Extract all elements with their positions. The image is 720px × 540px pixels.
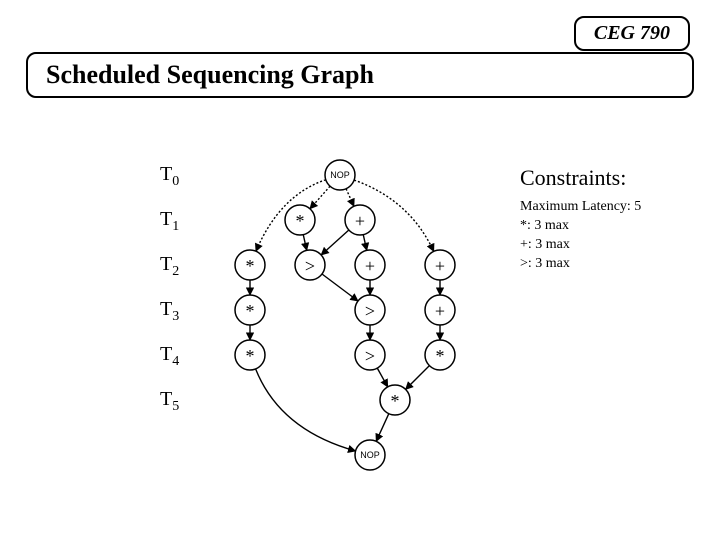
slide-title: Scheduled Sequencing Graph xyxy=(46,60,374,89)
node-label: + xyxy=(435,256,445,276)
timestep-label-3: T3 xyxy=(160,298,179,325)
constraint-line: +: 3 max xyxy=(520,236,641,255)
node-p2: + xyxy=(355,250,385,280)
node-label: > xyxy=(365,346,375,366)
slide-title-box: Scheduled Sequencing Graph xyxy=(26,52,694,98)
node-p3: + xyxy=(425,250,455,280)
node-label: > xyxy=(365,301,375,321)
constraints-body: Maximum Latency: 5*: 3 max+: 3 max>: 3 m… xyxy=(520,198,641,274)
timestep-label-5: T5 xyxy=(160,388,179,415)
edge-g1-g2 xyxy=(322,274,358,301)
node-p4: + xyxy=(425,295,455,325)
edge-p1-p2 xyxy=(363,235,366,251)
node-m1: * xyxy=(285,205,315,235)
constraint-line: Maximum Latency: 5 xyxy=(520,198,641,217)
node-label: NOP xyxy=(330,170,350,180)
timestep-label-1: T1 xyxy=(160,208,179,235)
course-code: CEG 790 xyxy=(594,22,670,44)
edge-g3-s1 xyxy=(377,368,387,387)
edge-nop1-m1 xyxy=(310,186,330,209)
constraint-line: *: 3 max xyxy=(520,217,641,236)
node-label: > xyxy=(305,256,315,276)
node-g3: > xyxy=(355,340,385,370)
node-m2: * xyxy=(235,250,265,280)
constraint-line: >: 3 max xyxy=(520,255,641,274)
edge-nop1-p1 xyxy=(346,189,354,207)
course-code-box: CEG 790 xyxy=(574,16,690,51)
node-g2: > xyxy=(355,295,385,325)
node-label: * xyxy=(391,391,400,411)
node-label: + xyxy=(355,211,365,231)
node-label: + xyxy=(365,256,375,276)
constraints-heading-text: Constraints: xyxy=(520,165,626,190)
timestep-label-2: T2 xyxy=(160,253,179,280)
node-p1: + xyxy=(345,205,375,235)
node-m4: * xyxy=(235,340,265,370)
timestep-label-4: T4 xyxy=(160,343,179,370)
node-label: NOP xyxy=(360,450,380,460)
node-m5: * xyxy=(425,340,455,370)
node-label: * xyxy=(246,346,255,366)
edge-s1-nop2 xyxy=(376,414,389,442)
node-label: * xyxy=(296,211,305,231)
node-g1: > xyxy=(295,250,325,280)
edge-m4-nop2 xyxy=(256,369,356,451)
node-nop1: NOP xyxy=(325,160,355,190)
constraints-heading: Constraints: xyxy=(520,165,626,191)
node-label: * xyxy=(246,301,255,321)
node-m3: * xyxy=(235,295,265,325)
node-label: * xyxy=(246,256,255,276)
node-label: + xyxy=(435,301,445,321)
node-s1: * xyxy=(380,385,410,415)
timestep-label-0: T0 xyxy=(160,163,179,190)
edge-m5-s1 xyxy=(406,366,430,390)
edge-p1-g1 xyxy=(321,230,349,255)
edge-m1-g1 xyxy=(303,235,306,251)
node-label: * xyxy=(436,346,445,366)
node-nop2: NOP xyxy=(355,440,385,470)
content-area: NOP * + * > + + * > + * > * * NOP T0 T1 T2 T3 T4 T5 Constra… xyxy=(0,120,720,540)
